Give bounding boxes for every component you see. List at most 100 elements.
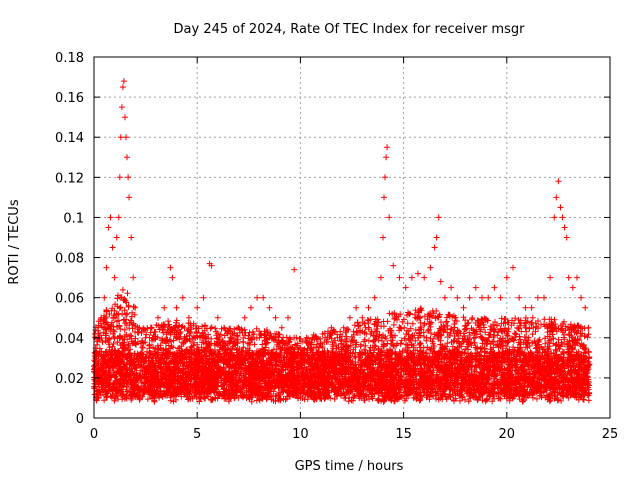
roti-point	[472, 284, 479, 291]
roti-point	[340, 324, 347, 331]
roti-point	[247, 304, 254, 311]
roti-point	[353, 304, 360, 311]
roti-point	[293, 334, 300, 341]
roti-point	[574, 274, 580, 281]
roti-point	[132, 304, 139, 311]
x-tick-label: 10	[292, 427, 309, 442]
roti-point	[155, 314, 161, 321]
roti-point	[522, 304, 529, 311]
roti-point	[460, 304, 467, 311]
axes	[93, 56, 611, 419]
roti-point	[291, 266, 298, 273]
roti-point	[92, 364, 98, 371]
roti-point	[386, 214, 393, 221]
roti-point	[107, 214, 114, 221]
roti-point	[359, 314, 366, 321]
roti-point	[254, 294, 261, 301]
x-tick-label: 15	[395, 427, 412, 442]
roti-point	[105, 224, 112, 231]
roti-point	[221, 324, 227, 331]
roti-point	[316, 344, 322, 351]
roti-point	[119, 84, 126, 91]
roti-point	[278, 324, 285, 331]
roti-point	[272, 314, 279, 321]
x-axis-label: GPS time / hours	[295, 459, 404, 474]
roti-point	[365, 304, 372, 311]
roti-point	[497, 294, 504, 301]
roti-point	[309, 334, 316, 341]
roti-point	[555, 178, 562, 185]
roti-point	[123, 134, 129, 141]
roti-point	[559, 214, 566, 221]
roti-point	[381, 194, 387, 201]
roti-point	[118, 104, 125, 111]
roti-point	[125, 174, 132, 181]
roti-point	[334, 334, 341, 341]
roti-point-cloud	[91, 286, 593, 405]
roti-point	[503, 274, 510, 281]
y-tick-label: 0.02	[55, 372, 84, 387]
roti-point	[185, 314, 192, 321]
roti-point	[454, 294, 461, 301]
roti-point	[173, 304, 180, 311]
roti-point	[433, 234, 440, 241]
roti-point	[415, 270, 421, 277]
roti-point	[266, 304, 273, 311]
roti-point	[148, 324, 155, 331]
roti-point	[117, 134, 124, 141]
roti-point	[194, 304, 201, 311]
roti-point	[541, 294, 547, 301]
roti-point	[126, 194, 133, 201]
roti-point	[510, 264, 516, 271]
roti-point	[431, 244, 438, 251]
y-tick-label: 0.16	[55, 91, 84, 106]
roti-point	[466, 294, 473, 301]
roti-point	[122, 114, 128, 121]
roti-point	[297, 344, 304, 351]
roti-point	[421, 274, 428, 281]
y-tick-label: 0.06	[55, 292, 84, 307]
roti-point	[109, 244, 116, 251]
roti-point	[161, 304, 168, 311]
roti-point	[136, 324, 143, 331]
roti-point	[557, 204, 564, 211]
roti-point	[547, 274, 554, 281]
roti-point	[111, 274, 118, 281]
roti-point	[130, 274, 137, 281]
roti-point	[303, 334, 310, 341]
y-tick-label: 0.04	[55, 332, 84, 347]
roti-point	[346, 314, 353, 321]
chart-title: Day 245 of 2024, Rate Of TEC Index for r…	[174, 22, 526, 37]
roti-point	[103, 264, 110, 271]
roti-point	[227, 334, 234, 341]
roti-point	[585, 324, 592, 331]
roti-point	[569, 284, 576, 291]
roti-point	[516, 294, 523, 301]
roti-point	[377, 274, 384, 281]
roti-point	[383, 154, 390, 161]
roti-point	[169, 274, 176, 281]
roti-point	[565, 274, 572, 281]
roti-point	[382, 174, 388, 181]
roti-point	[285, 314, 291, 321]
roti-point	[208, 262, 215, 269]
roti-point	[116, 174, 123, 181]
roti-point	[563, 234, 570, 241]
roti-point	[384, 144, 391, 151]
roti-point	[578, 294, 585, 301]
roti-point	[120, 78, 127, 85]
roti-cloud-path	[91, 286, 593, 405]
y-tick-label: 0.12	[55, 171, 84, 186]
roti-point	[179, 294, 186, 301]
roti-point	[115, 214, 122, 221]
roti-point	[390, 262, 397, 269]
x-tick-label: 25	[602, 427, 619, 442]
roti-point	[485, 294, 492, 301]
roti-point	[561, 224, 568, 231]
roti-point	[408, 274, 415, 281]
roti-point	[553, 194, 560, 201]
plot-frame	[93, 56, 611, 419]
roti-point	[551, 214, 558, 221]
roti-point	[235, 324, 242, 331]
